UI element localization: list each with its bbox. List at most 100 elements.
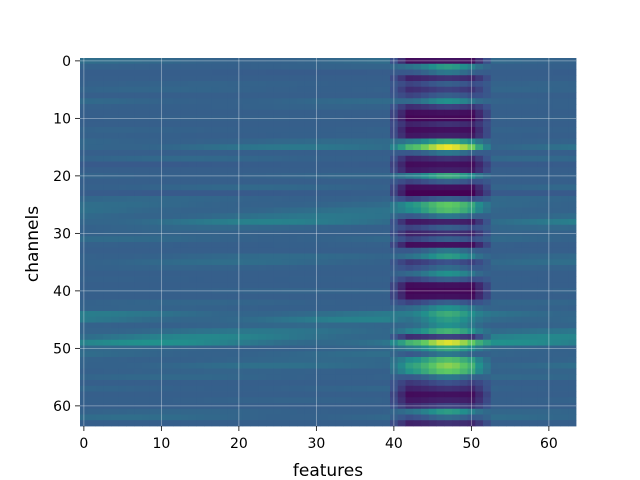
heatmap-cell bbox=[444, 236, 453, 243]
heatmap-cell bbox=[351, 403, 360, 410]
heatmap-cell bbox=[95, 345, 104, 352]
heatmap-cell bbox=[568, 86, 577, 93]
heatmap-cell bbox=[366, 334, 375, 341]
heatmap-cell bbox=[552, 207, 561, 214]
heatmap-cell bbox=[87, 328, 96, 335]
heatmap-cell bbox=[87, 144, 96, 151]
heatmap-cell bbox=[537, 299, 546, 306]
heatmap-cell bbox=[498, 362, 507, 369]
heatmap-cell bbox=[188, 334, 197, 341]
heatmap-cell bbox=[118, 236, 127, 243]
heatmap-cell bbox=[297, 69, 306, 76]
heatmap-cell bbox=[211, 385, 220, 392]
heatmap-cell bbox=[444, 224, 453, 231]
heatmap-cell bbox=[227, 316, 236, 323]
heatmap-cell bbox=[459, 150, 468, 157]
heatmap-cell bbox=[273, 345, 282, 352]
heatmap-cell bbox=[506, 259, 515, 266]
heatmap-cell bbox=[180, 109, 189, 116]
heatmap-cell bbox=[428, 362, 437, 369]
heatmap-cell bbox=[359, 75, 368, 82]
heatmap-cell bbox=[126, 408, 135, 415]
heatmap-cell bbox=[444, 420, 453, 427]
heatmap-cell bbox=[560, 305, 569, 312]
heatmap-cell bbox=[405, 351, 414, 358]
heatmap-cell bbox=[149, 58, 158, 65]
heatmap-cell bbox=[374, 121, 383, 128]
heatmap-cell bbox=[343, 311, 352, 318]
heatmap-cell bbox=[483, 270, 492, 277]
heatmap-cell bbox=[95, 178, 104, 185]
heatmap-cell bbox=[498, 132, 507, 139]
heatmap-cell bbox=[328, 109, 337, 116]
heatmap-cell bbox=[529, 69, 538, 76]
heatmap-cell bbox=[405, 414, 414, 421]
heatmap-cell bbox=[235, 316, 244, 323]
heatmap-cell bbox=[204, 132, 213, 139]
heatmap-cell bbox=[219, 265, 228, 272]
heatmap-cell bbox=[343, 288, 352, 295]
heatmap-cell bbox=[514, 242, 523, 249]
heatmap-cell bbox=[444, 69, 453, 76]
heatmap-cell bbox=[149, 420, 158, 427]
heatmap-cell bbox=[111, 334, 120, 341]
heatmap-cell bbox=[506, 115, 515, 122]
heatmap-cell bbox=[529, 201, 538, 208]
heatmap-cell bbox=[351, 305, 360, 312]
heatmap-cell bbox=[328, 69, 337, 76]
heatmap-cell bbox=[475, 104, 484, 111]
heatmap-cell bbox=[142, 219, 151, 226]
heatmap-cell bbox=[529, 259, 538, 266]
heatmap-cell bbox=[242, 92, 251, 99]
heatmap-cell bbox=[444, 276, 453, 283]
heatmap-cell bbox=[180, 351, 189, 358]
heatmap-cell bbox=[219, 63, 228, 70]
heatmap-cell bbox=[258, 305, 267, 312]
heatmap-cell bbox=[118, 391, 127, 398]
heatmap-cell bbox=[390, 81, 399, 88]
heatmap-cell bbox=[421, 420, 430, 427]
heatmap-cell bbox=[126, 236, 135, 243]
heatmap-cell bbox=[180, 196, 189, 203]
heatmap-cell bbox=[529, 345, 538, 352]
heatmap-cell bbox=[397, 282, 406, 289]
heatmap-cell bbox=[227, 150, 236, 157]
heatmap-cell bbox=[397, 305, 406, 312]
heatmap-cell bbox=[359, 380, 368, 387]
heatmap-cell bbox=[118, 242, 127, 249]
heatmap-cell bbox=[359, 144, 368, 151]
heatmap-cell bbox=[545, 328, 554, 335]
heatmap-cell bbox=[126, 339, 135, 346]
heatmap-cell bbox=[142, 69, 151, 76]
heatmap-cell bbox=[149, 397, 158, 404]
heatmap-cell bbox=[490, 374, 499, 381]
heatmap-cell bbox=[475, 397, 484, 404]
heatmap-cell bbox=[328, 368, 337, 375]
heatmap-cell bbox=[405, 293, 414, 300]
heatmap-cell bbox=[514, 155, 523, 162]
heatmap-cell bbox=[514, 190, 523, 197]
heatmap-cell bbox=[266, 81, 275, 88]
heatmap-cell bbox=[490, 385, 499, 392]
heatmap-cell bbox=[413, 299, 422, 306]
heatmap-cell bbox=[467, 334, 476, 341]
heatmap-cell bbox=[490, 92, 499, 99]
heatmap-cell bbox=[142, 293, 151, 300]
heatmap-cell bbox=[382, 132, 391, 139]
heatmap-cell bbox=[126, 207, 135, 214]
heatmap-cell bbox=[258, 58, 267, 65]
heatmap-cell bbox=[80, 132, 89, 139]
heatmap-cell bbox=[118, 420, 127, 427]
heatmap-cell bbox=[521, 219, 530, 226]
heatmap-cell bbox=[374, 374, 383, 381]
heatmap-cell bbox=[452, 362, 461, 369]
heatmap-cell bbox=[80, 305, 89, 312]
heatmap-cell bbox=[126, 69, 135, 76]
heatmap-cell bbox=[196, 311, 205, 318]
heatmap-cell bbox=[235, 397, 244, 404]
heatmap-cell bbox=[149, 63, 158, 70]
heatmap-cell bbox=[514, 92, 523, 99]
heatmap-cell bbox=[382, 408, 391, 415]
heatmap-cell bbox=[343, 69, 352, 76]
heatmap-cell bbox=[204, 63, 213, 70]
